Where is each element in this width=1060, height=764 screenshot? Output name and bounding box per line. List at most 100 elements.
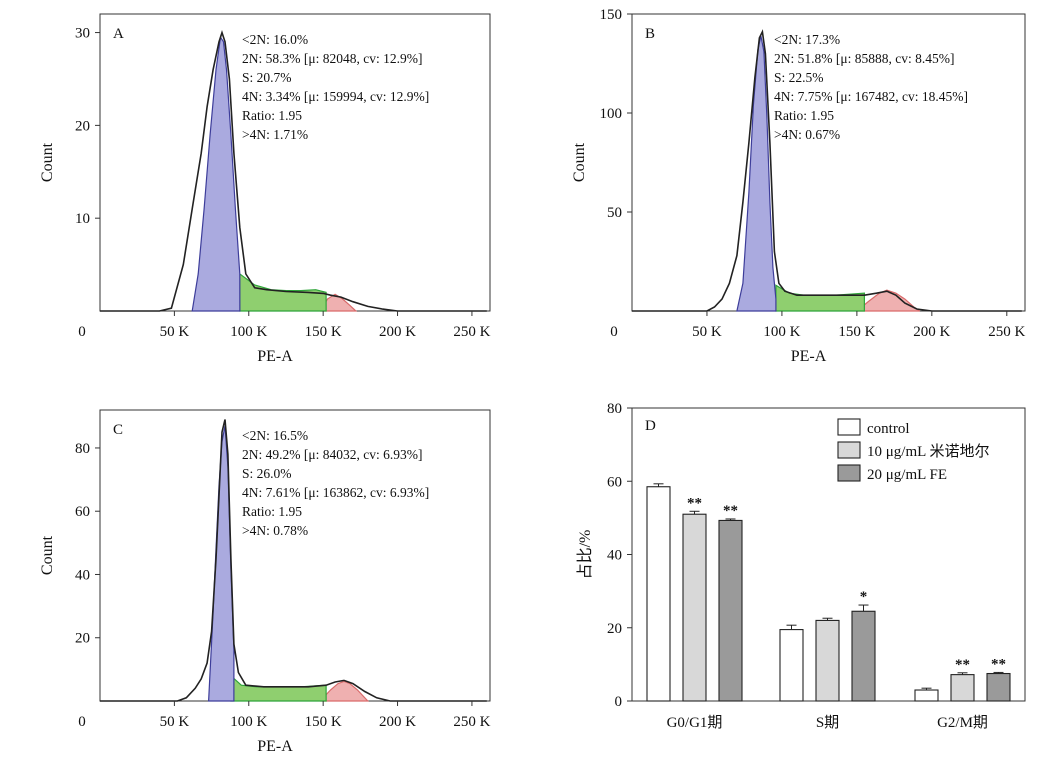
y-tick-label: 0 [615,694,623,710]
significance-mark: * [860,589,868,605]
panel-letter: B [645,26,655,42]
stat-line: S: 26.0% [242,466,292,481]
y-tick-label: 60 [607,474,622,490]
stat-line: <2N: 17.3% [774,32,840,47]
y-tick-label: 40 [607,548,622,564]
x-tick-label: 250 K [453,714,490,730]
stat-line: 4N: 7.75% [μ: 167482, cv: 18.45%] [774,89,968,104]
y-tick-label: 10 [75,211,90,227]
stat-line: 2N: 58.3% [μ: 82048, cv: 12.9%] [242,51,422,66]
stat-line: >4N: 1.71% [242,127,308,142]
x-tick-label: 200 K [379,714,416,730]
stat-line: <2N: 16.0% [242,32,308,47]
x-tick-label: 200 K [913,324,950,340]
stat-line: 2N: 51.8% [μ: 85888, cv: 8.45%] [774,51,954,66]
y-tick-label: 20 [607,621,622,637]
y-tick-label: 100 [600,106,623,122]
bar [950,674,975,702]
bar [779,629,804,702]
x-axis-label: PE-A [791,348,827,365]
bar [914,689,939,702]
significance-mark: ** [955,657,970,673]
x-tick-label: 200 K [379,324,416,340]
stat-line: S: 20.7% [242,70,292,85]
y-axis-label: Count [571,142,588,182]
x-tick-label: 100 K [763,324,800,340]
y-tick-label: 80 [75,441,90,457]
x-tick-label: 150 K [305,714,342,730]
x-axis-label: PE-A [257,738,293,755]
flow-panel-c: 0 50 K 100 K 150 K 200 K 250 K 20 40 60 80 PE-A Cou… [39,409,491,755]
histogram-line [100,419,487,702]
x-tick-label: 150 K [838,324,875,340]
flow-panel-a: 0 50 K 100 K 150 K 200 K 250 K 10 20 30 PE-A Count… [39,13,491,365]
bar [646,486,671,702]
significance-mark: ** [687,495,702,511]
y-tick-label: 50 [607,205,622,221]
y-axis-label: Count [39,535,56,575]
y-tick-label: 40 [75,567,90,583]
g2-phase-area [856,289,921,312]
x-tick-label: 50 K [692,324,722,340]
y-tick-label: 30 [75,26,90,42]
bar [986,672,1011,702]
legend-swatch [837,464,861,482]
stat-line: S: 22.5% [774,70,824,85]
category-label: G0/G1期 [667,714,723,731]
panel-letter: D [645,418,656,434]
stat-line: Ratio: 1.95 [774,108,834,123]
significance-mark: ** [991,656,1006,672]
s-phase-area [775,284,866,312]
bar [682,513,707,702]
g1-phase-area [736,35,777,312]
histogram-line [100,30,487,312]
legend-swatch [837,441,861,459]
category-label: G2/M期 [937,714,988,731]
panel-letter: A [113,26,124,42]
g1-phase-area [207,425,235,702]
histogram-line [632,29,1022,312]
y-tick-label: 80 [607,401,622,417]
stat-line: <2N: 16.5% [242,428,308,443]
s-phase-area [230,674,327,702]
x-tick-label: 0 [610,324,618,340]
s-phase-area [239,272,327,312]
x-tick-label: 250 K [453,324,490,340]
flow-panel-b: 0 50 K 100 K 150 K 200 K 250 K 50 100 150 PE-A Cou… [571,7,1026,365]
bar-panel-d: 0 20 40 60 80 占比/% D ** ** G0/G1期 * S期 ** ** G2/M期 cont… [576,401,1026,731]
y-tick-label: 20 [75,118,90,134]
x-tick-label: 50 K [160,714,190,730]
category-label: S期 [816,714,839,731]
y-tick-label: 150 [600,7,623,23]
bar [851,610,876,702]
y-tick-label: 60 [75,504,90,520]
x-tick-label: 0 [78,714,86,730]
y-axis-label: Count [39,142,56,182]
y-axis-label: 占比/% [576,530,594,580]
y-tick-label: 20 [75,631,90,647]
significance-mark: ** [723,503,738,519]
x-tick-label: 0 [78,324,86,340]
stat-line: 4N: 3.34% [μ: 159994, cv: 12.9%] [242,89,429,104]
legend-swatch [837,418,861,436]
x-tick-label: 150 K [305,324,342,340]
stat-line: >4N: 0.67% [774,127,840,142]
bar [718,519,743,702]
x-axis-label: PE-A [257,348,293,365]
stat-line: 4N: 7.61% [μ: 163862, cv: 6.93%] [242,485,429,500]
g1-phase-area [191,35,241,312]
stat-line: >4N: 0.78% [242,523,308,538]
legend-label: 10 μg/mL 米诺地尔 [867,443,989,460]
stat-line: Ratio: 1.95 [242,108,302,123]
bar [815,619,840,702]
x-tick-label: 50 K [160,324,190,340]
stat-line: Ratio: 1.95 [242,504,302,519]
stat-line: 2N: 49.2% [μ: 84032, cv: 6.93%] [242,447,422,462]
panel-letter: C [113,422,123,438]
x-tick-label: 100 K [230,324,267,340]
x-tick-label: 250 K [988,324,1025,340]
legend-label: 20 μg/mL FE [867,467,947,483]
x-tick-label: 100 K [230,714,267,730]
legend-label: control [867,421,910,437]
